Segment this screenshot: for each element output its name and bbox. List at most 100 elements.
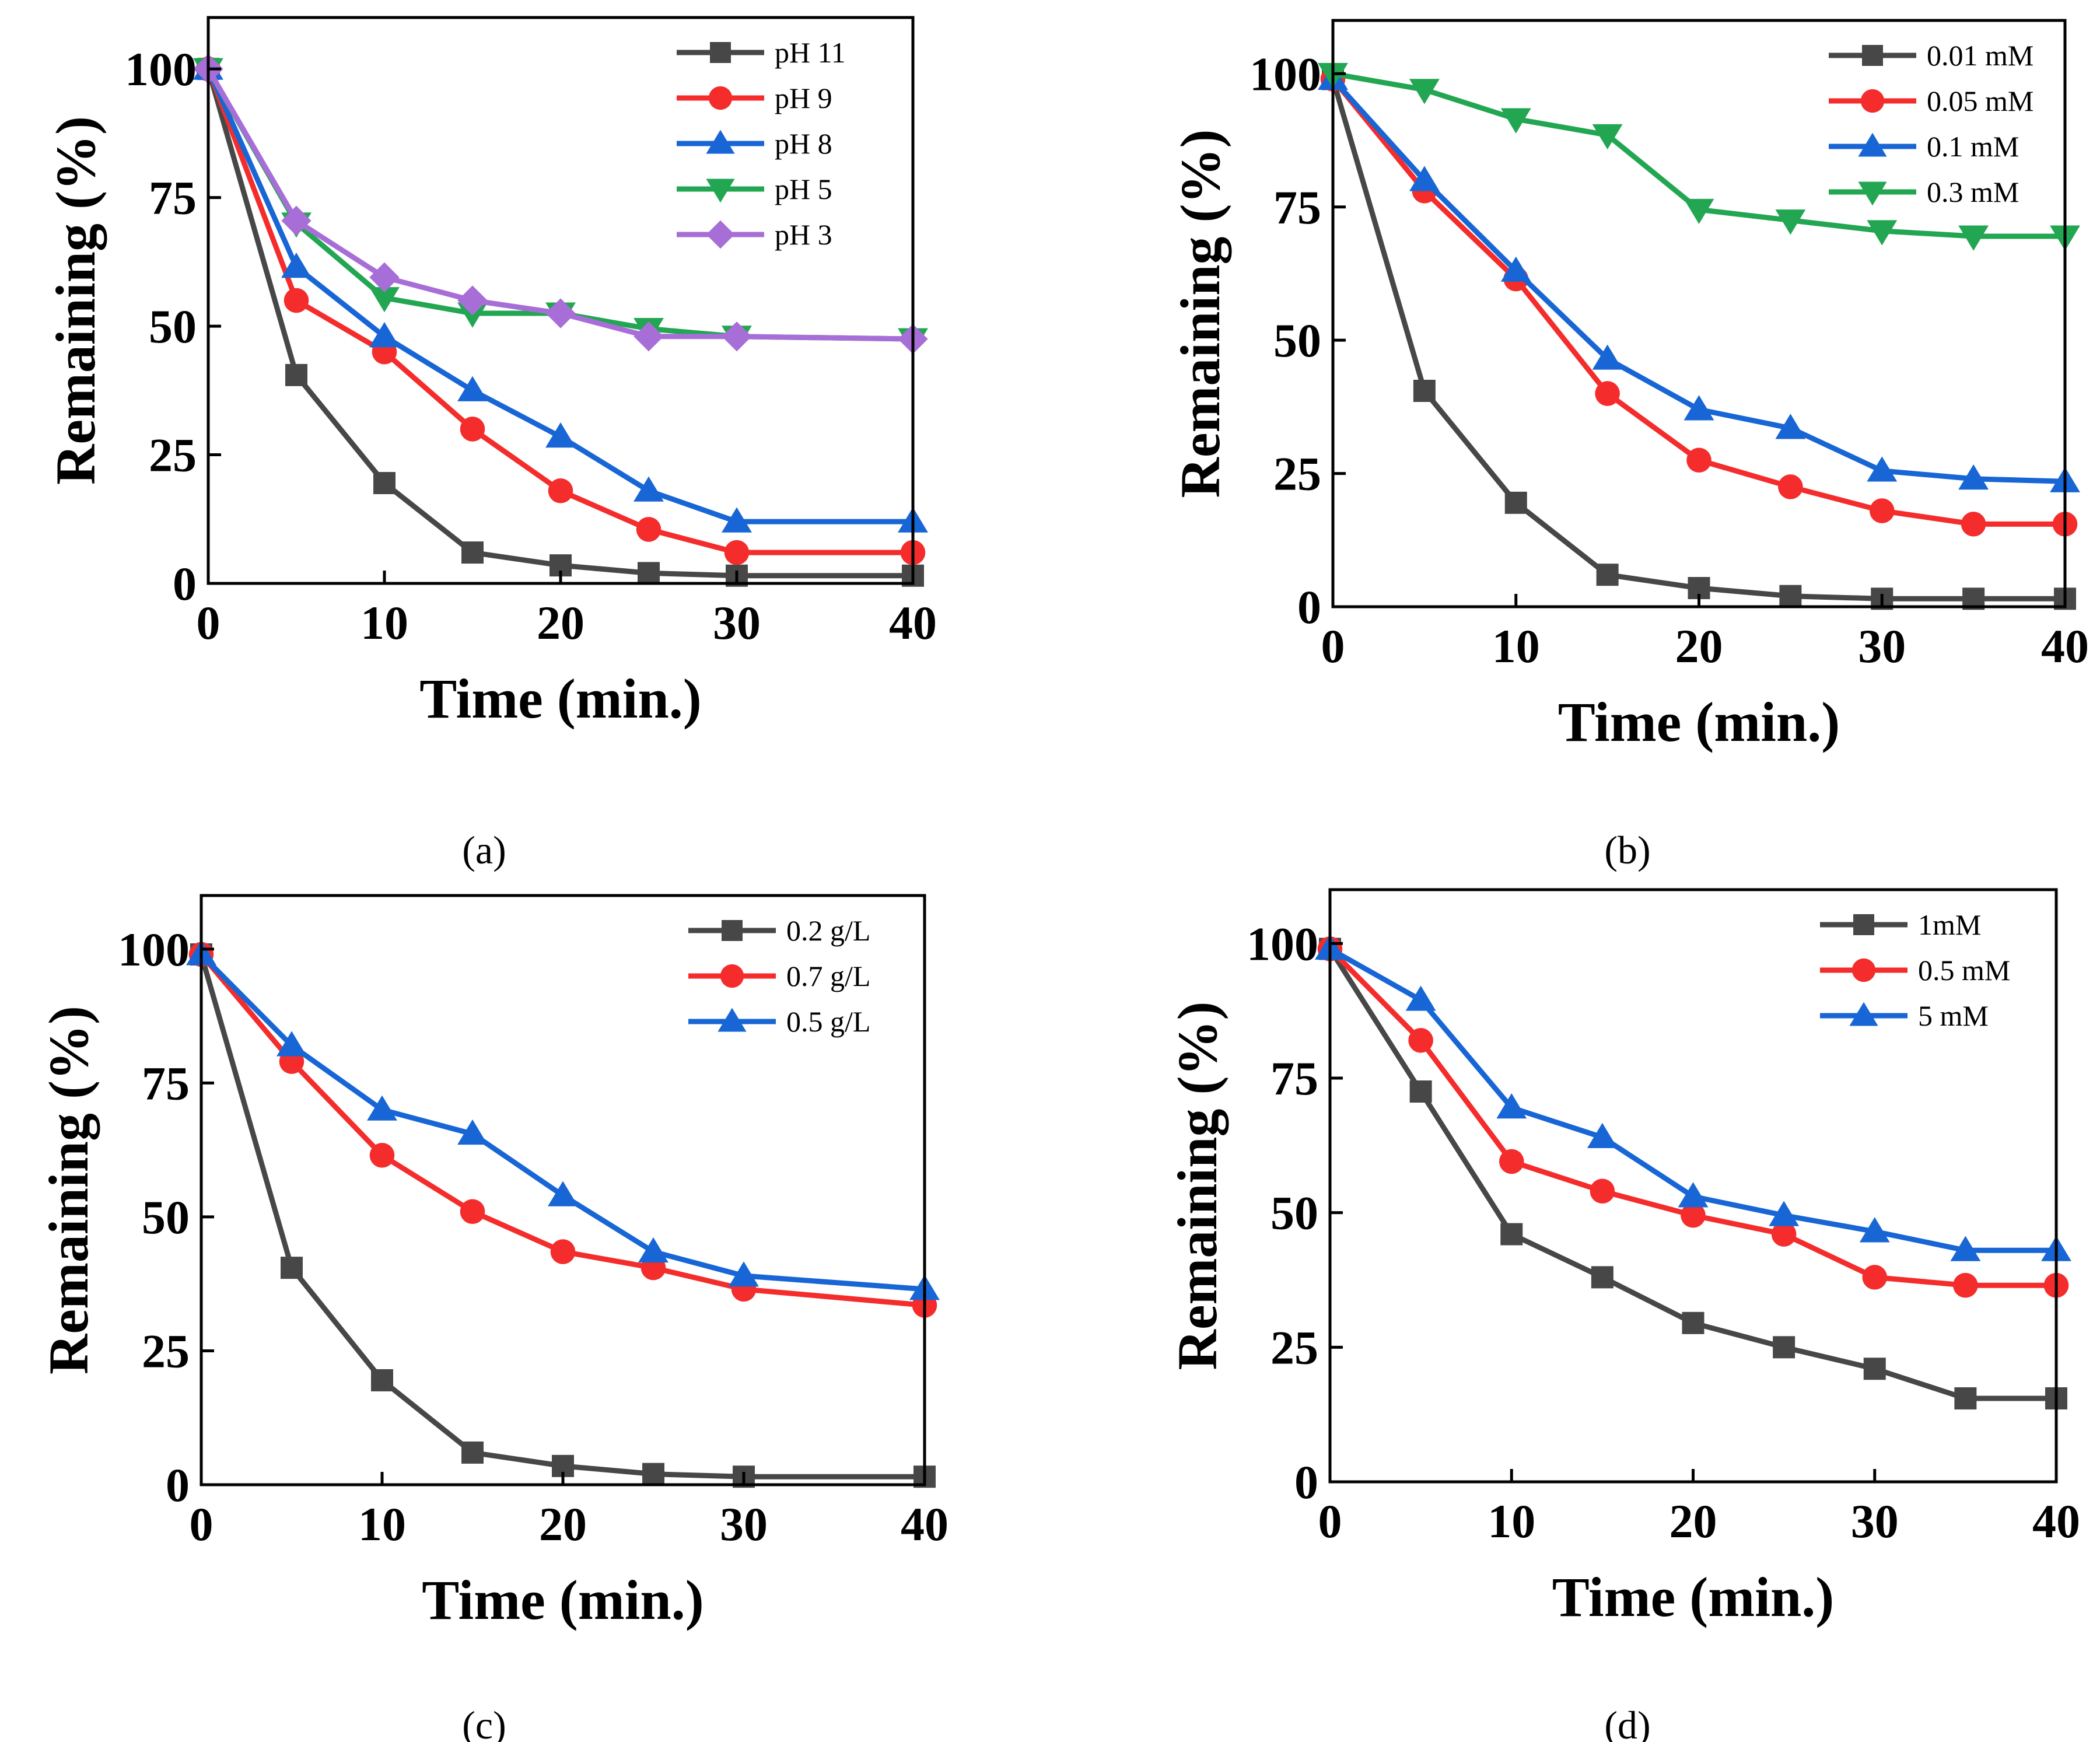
series-line [198, 953, 925, 1479]
legend-label: pH 11 [775, 36, 846, 69]
x-tick-label: 0 [1318, 1495, 1342, 1548]
y-tick-label: 75 [1273, 181, 1321, 234]
data-point [1409, 1080, 1432, 1103]
y-axis-label: Remaining (%) [44, 116, 107, 485]
data-point [1408, 1028, 1433, 1053]
legend: 0.01 mM 0.05 mM 0.1 mM 0.3 mM [1829, 39, 2034, 208]
legend: pH 11 pH 9 pH 8 pH 5 pH 3 [677, 36, 846, 251]
y-tick-label: 75 [149, 172, 197, 225]
y-tick-label: 100 [125, 43, 197, 96]
data-point [1771, 1222, 1797, 1247]
data-point [1958, 225, 1989, 251]
y-axis-label: Remaining (%) [1166, 1002, 1228, 1370]
x-tick-label: 40 [2041, 620, 2089, 673]
series-line [199, 953, 925, 1308]
data-point [1867, 456, 1898, 482]
y-tick-label: 25 [1273, 447, 1321, 501]
panel-caption: (b) [1604, 828, 1650, 872]
data-point [1859, 1217, 1890, 1243]
series-1 [1317, 936, 2069, 1298]
y-tick-label: 50 [142, 1191, 190, 1244]
legend-label: 0.1 mM [1927, 130, 2019, 163]
data-point [281, 1257, 303, 1279]
legend-marker [708, 86, 733, 110]
data-point [373, 472, 396, 495]
legend-label: pH 5 [775, 173, 832, 205]
legend-marker [706, 179, 735, 203]
y-tick-label: 50 [1273, 314, 1321, 367]
data-point [1592, 344, 1623, 370]
data-point [1775, 209, 1806, 235]
data-point [1496, 1093, 1527, 1119]
y-tick-label: 75 [142, 1057, 190, 1110]
x-tick-label: 0 [197, 596, 220, 649]
data-point [285, 363, 307, 386]
data-point [1504, 491, 1527, 514]
data-point [1409, 79, 1440, 104]
data-point [1405, 985, 1436, 1011]
data-point [722, 507, 752, 533]
data-point [1684, 395, 1714, 421]
legend-marker [722, 920, 743, 941]
legend-label: 0.5 g/L [786, 1005, 870, 1038]
series-line [205, 68, 913, 555]
legend-entry: pH 9 [677, 82, 832, 114]
x-axis-label: Time (min.) [1558, 691, 1840, 753]
data-point [369, 287, 400, 313]
data-point [1961, 512, 1986, 537]
legend-label: pH 9 [775, 82, 832, 114]
legend-label: 1mM [1918, 908, 1981, 941]
data-point [634, 321, 664, 352]
legend: 1mM 0.5 mM 5 mM [1820, 908, 2010, 1032]
legend-label: 0.01 mM [1927, 39, 2034, 72]
data-point [1500, 1223, 1523, 1246]
legend-entry: 5 mM [1820, 999, 1989, 1032]
data-point [1778, 474, 1803, 499]
y-tick-label: 0 [1294, 1456, 1318, 1509]
y-tick-label: 0 [166, 1458, 190, 1512]
series-line [205, 68, 913, 524]
y-tick-label: 25 [149, 429, 197, 482]
legend-label: 0.5 mM [1918, 954, 2010, 987]
data-point [1775, 414, 1806, 439]
legend-entry: 0.2 g/L [688, 914, 870, 947]
x-axis-label: Time (min.) [422, 1569, 704, 1631]
data-point [1950, 1236, 1981, 1261]
y-axis-label: Remaining (%) [1169, 130, 1231, 498]
panel-a: 0 10 20 30 40 0 25 50 75 100 Time (min.) Remaining … [44, 16, 937, 872]
legend-label: 5 mM [1918, 999, 1989, 1032]
x-tick-label: 30 [720, 1498, 768, 1551]
legend-marker [720, 964, 744, 988]
x-tick-label: 40 [901, 1498, 949, 1551]
data-point [284, 288, 309, 313]
data-point [457, 376, 488, 401]
data-point [1681, 1202, 1706, 1228]
x-tick-label: 10 [360, 596, 408, 649]
legend-label: 0.3 mM [1927, 176, 2019, 208]
y-tick-label: 100 [1250, 47, 1321, 100]
y-tick-label: 100 [118, 923, 190, 976]
data-point [1779, 585, 1802, 607]
legend-entry: 0.7 g/L [688, 960, 870, 992]
data-point [634, 476, 664, 502]
legend-marker [710, 42, 731, 63]
data-point [1409, 166, 1440, 191]
legend-marker [1858, 181, 1887, 206]
data-point [1953, 1272, 1978, 1298]
legend-entry: 0.3 mM [1829, 176, 2019, 208]
y-tick-label: 50 [149, 300, 197, 353]
data-point [638, 562, 660, 585]
data-point [1863, 1358, 1886, 1380]
legend-entry: pH 3 [677, 218, 832, 251]
data-point [722, 321, 752, 352]
x-tick-label: 20 [539, 1498, 587, 1551]
data-point [548, 478, 573, 503]
panel-d: 0 10 20 30 40 0 25 50 75 100 Time (min.) Remaining … [1166, 888, 2080, 1742]
legend-marker [1852, 958, 1876, 982]
data-point [1591, 1266, 1614, 1289]
y-tick-label: 0 [173, 557, 197, 610]
data-point [369, 262, 400, 292]
data-point [1684, 198, 1714, 225]
legend-entry: 0.5 g/L [688, 1005, 870, 1038]
data-point [281, 205, 312, 236]
